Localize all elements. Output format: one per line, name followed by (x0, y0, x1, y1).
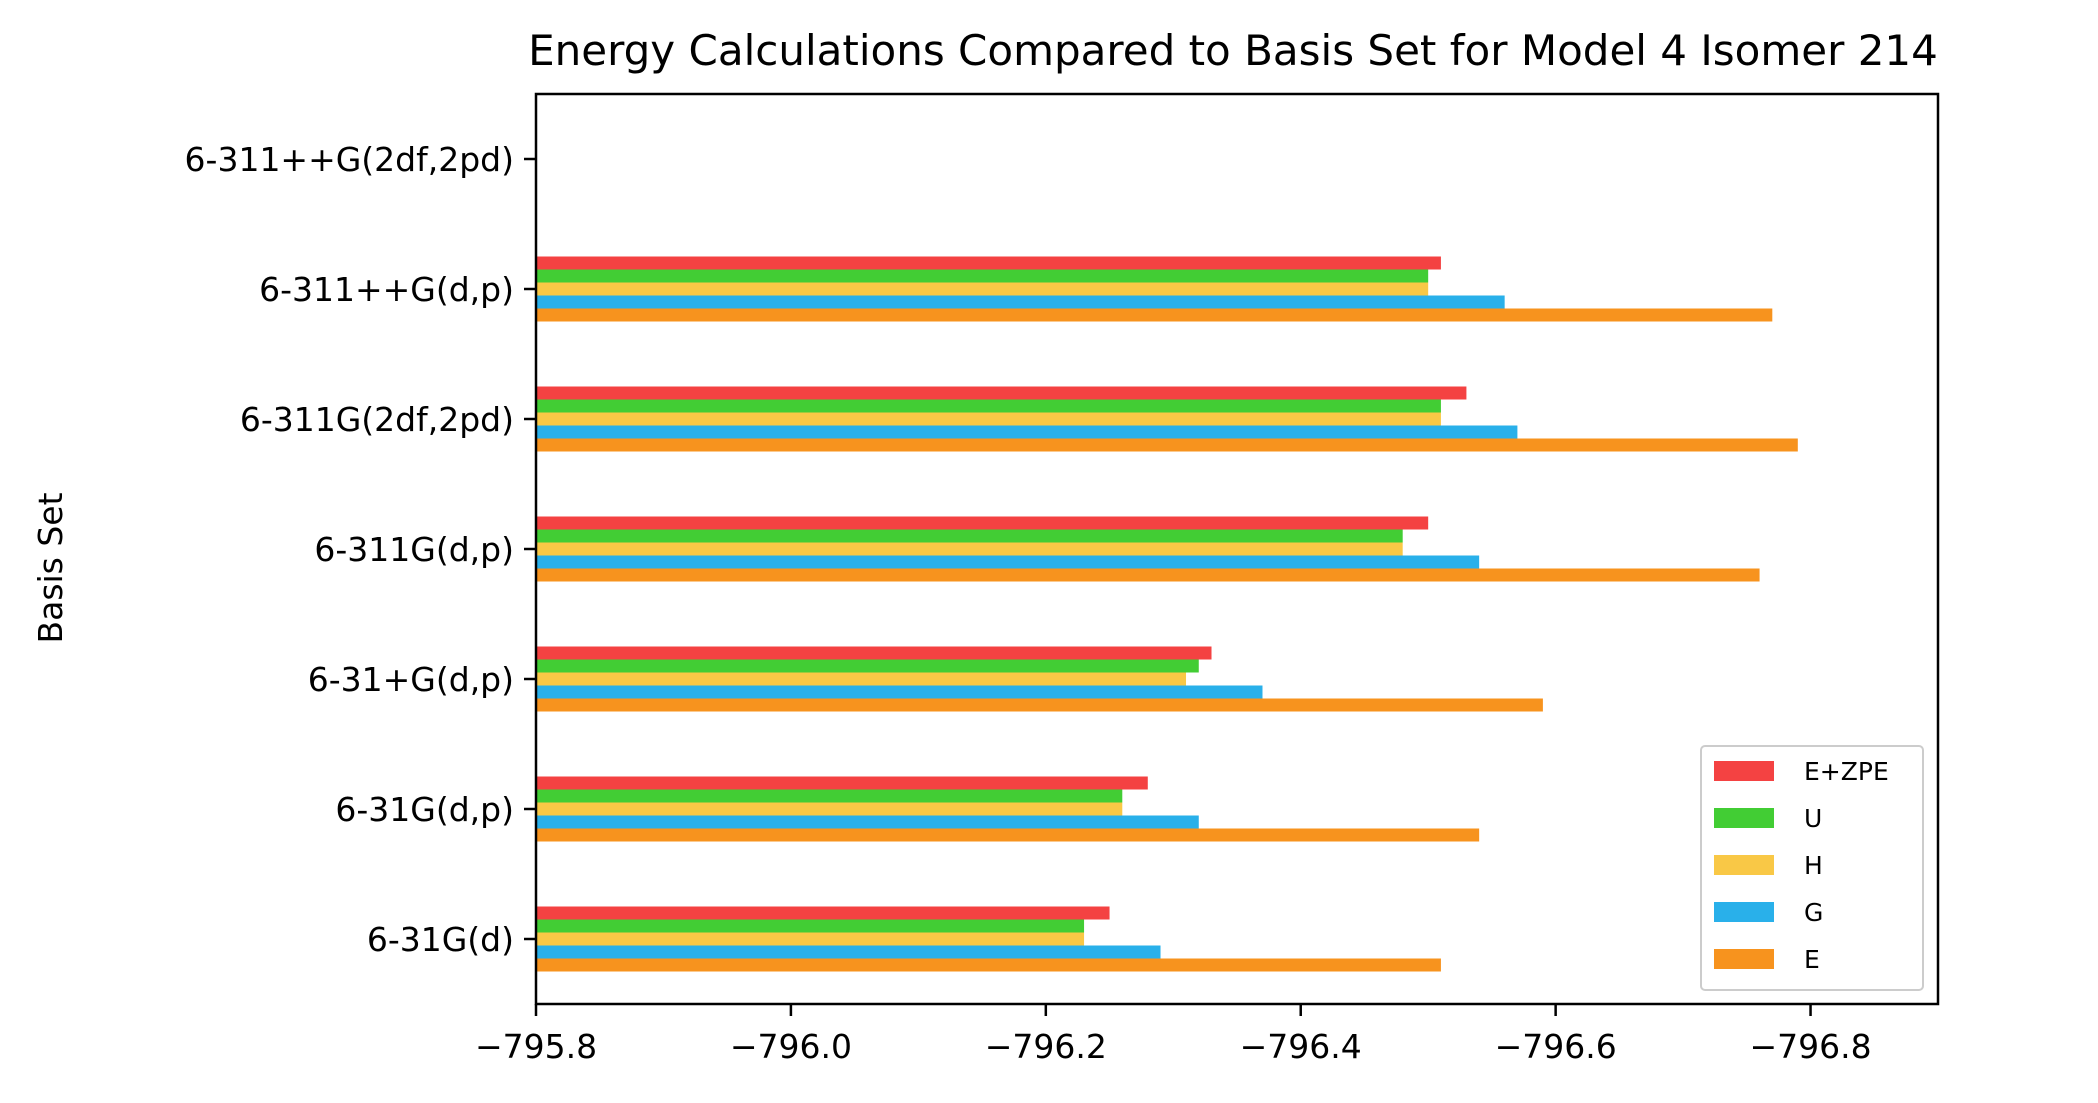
x-tick-label: −796.4 (1240, 1027, 1362, 1066)
bar-g-5 (536, 295, 1505, 309)
bar-e-zpe-3 (536, 516, 1429, 530)
legend-label: H (1804, 851, 1823, 880)
bar-u-3 (536, 529, 1403, 543)
bar-u-2 (536, 659, 1199, 673)
bar-e-4 (536, 438, 1798, 452)
legend-label: G (1804, 898, 1823, 927)
legend-box (1700, 745, 1924, 991)
bar-h-5 (536, 282, 1429, 296)
bar-g-3 (536, 555, 1480, 569)
bar-e-zpe-5 (536, 256, 1441, 270)
y-tick-label: 6-311G(2df,2pd) (240, 400, 514, 439)
legend-swatch (1714, 949, 1774, 969)
bar-g-1 (536, 815, 1199, 829)
y-axis-ticks: 6-31G(d) 6-31G(d,p) 6-31+G(d,p) 6-311G(d,p)… (185, 140, 536, 959)
bar-u-5 (536, 269, 1429, 283)
bar-u-1 (536, 789, 1123, 803)
x-axis-ticks: −795.8 −796.0 −796.2 −796.4 −796.6 −796.8 (475, 1004, 1872, 1066)
bar-e-zpe-0 (536, 906, 1110, 920)
legend-label: U (1804, 804, 1822, 833)
bar-h-0 (536, 932, 1085, 946)
bar-u-0 (536, 919, 1085, 933)
bar-e-2 (536, 698, 1543, 712)
bar-h-3 (536, 542, 1403, 556)
bars-layer (536, 256, 1798, 972)
bar-e-zpe-4 (536, 386, 1467, 400)
y-axis-label: Basis Set (31, 492, 70, 643)
bar-g-2 (536, 685, 1263, 699)
bar-g-0 (536, 945, 1161, 959)
bar-h-4 (536, 412, 1441, 426)
y-tick-label: 6-31G(d) (367, 920, 514, 959)
bar-h-2 (536, 672, 1187, 686)
y-tick-label: 6-31G(d,p) (335, 790, 514, 829)
bar-e-3 (536, 568, 1760, 582)
x-tick-label: −796.8 (1749, 1027, 1871, 1066)
bar-h-1 (536, 802, 1123, 816)
legend-label: E+ZPE (1804, 757, 1889, 786)
bar-e-0 (536, 958, 1441, 972)
bar-g-4 (536, 425, 1518, 439)
plot-area-frame (534, 92, 1940, 1006)
bar-e-zpe-1 (536, 776, 1148, 790)
legend-swatch (1714, 761, 1774, 781)
x-tick-label: −795.8 (475, 1027, 597, 1066)
bar-e-1 (536, 828, 1480, 842)
legend-swatch (1714, 902, 1774, 922)
x-tick-label: −796.2 (985, 1027, 1107, 1066)
x-tick-label: −796.6 (1495, 1027, 1617, 1066)
y-tick-label: 6-311G(d,p) (314, 530, 514, 569)
legend-swatch (1714, 855, 1774, 875)
chart-title: Energy Calculations Compared to Basis Se… (528, 26, 1938, 75)
x-tick-label: −796.0 (730, 1027, 852, 1066)
legend-swatch (1714, 808, 1774, 828)
y-tick-label: 6-311++G(2df,2pd) (185, 140, 514, 179)
bar-e-5 (536, 308, 1773, 322)
y-tick-label: 6-311++G(d,p) (259, 270, 514, 309)
bar-e-zpe-2 (536, 646, 1212, 660)
legend-label: E (1804, 945, 1820, 974)
bar-u-4 (536, 399, 1441, 413)
y-tick-label: 6-31+G(d,p) (308, 660, 514, 699)
